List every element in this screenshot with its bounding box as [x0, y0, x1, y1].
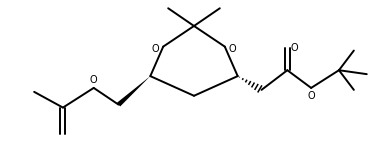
- Text: O: O: [229, 44, 237, 54]
- Text: O: O: [291, 43, 298, 53]
- Text: O: O: [307, 91, 315, 101]
- Text: O: O: [151, 44, 159, 54]
- Polygon shape: [117, 76, 150, 106]
- Text: O: O: [90, 75, 97, 85]
